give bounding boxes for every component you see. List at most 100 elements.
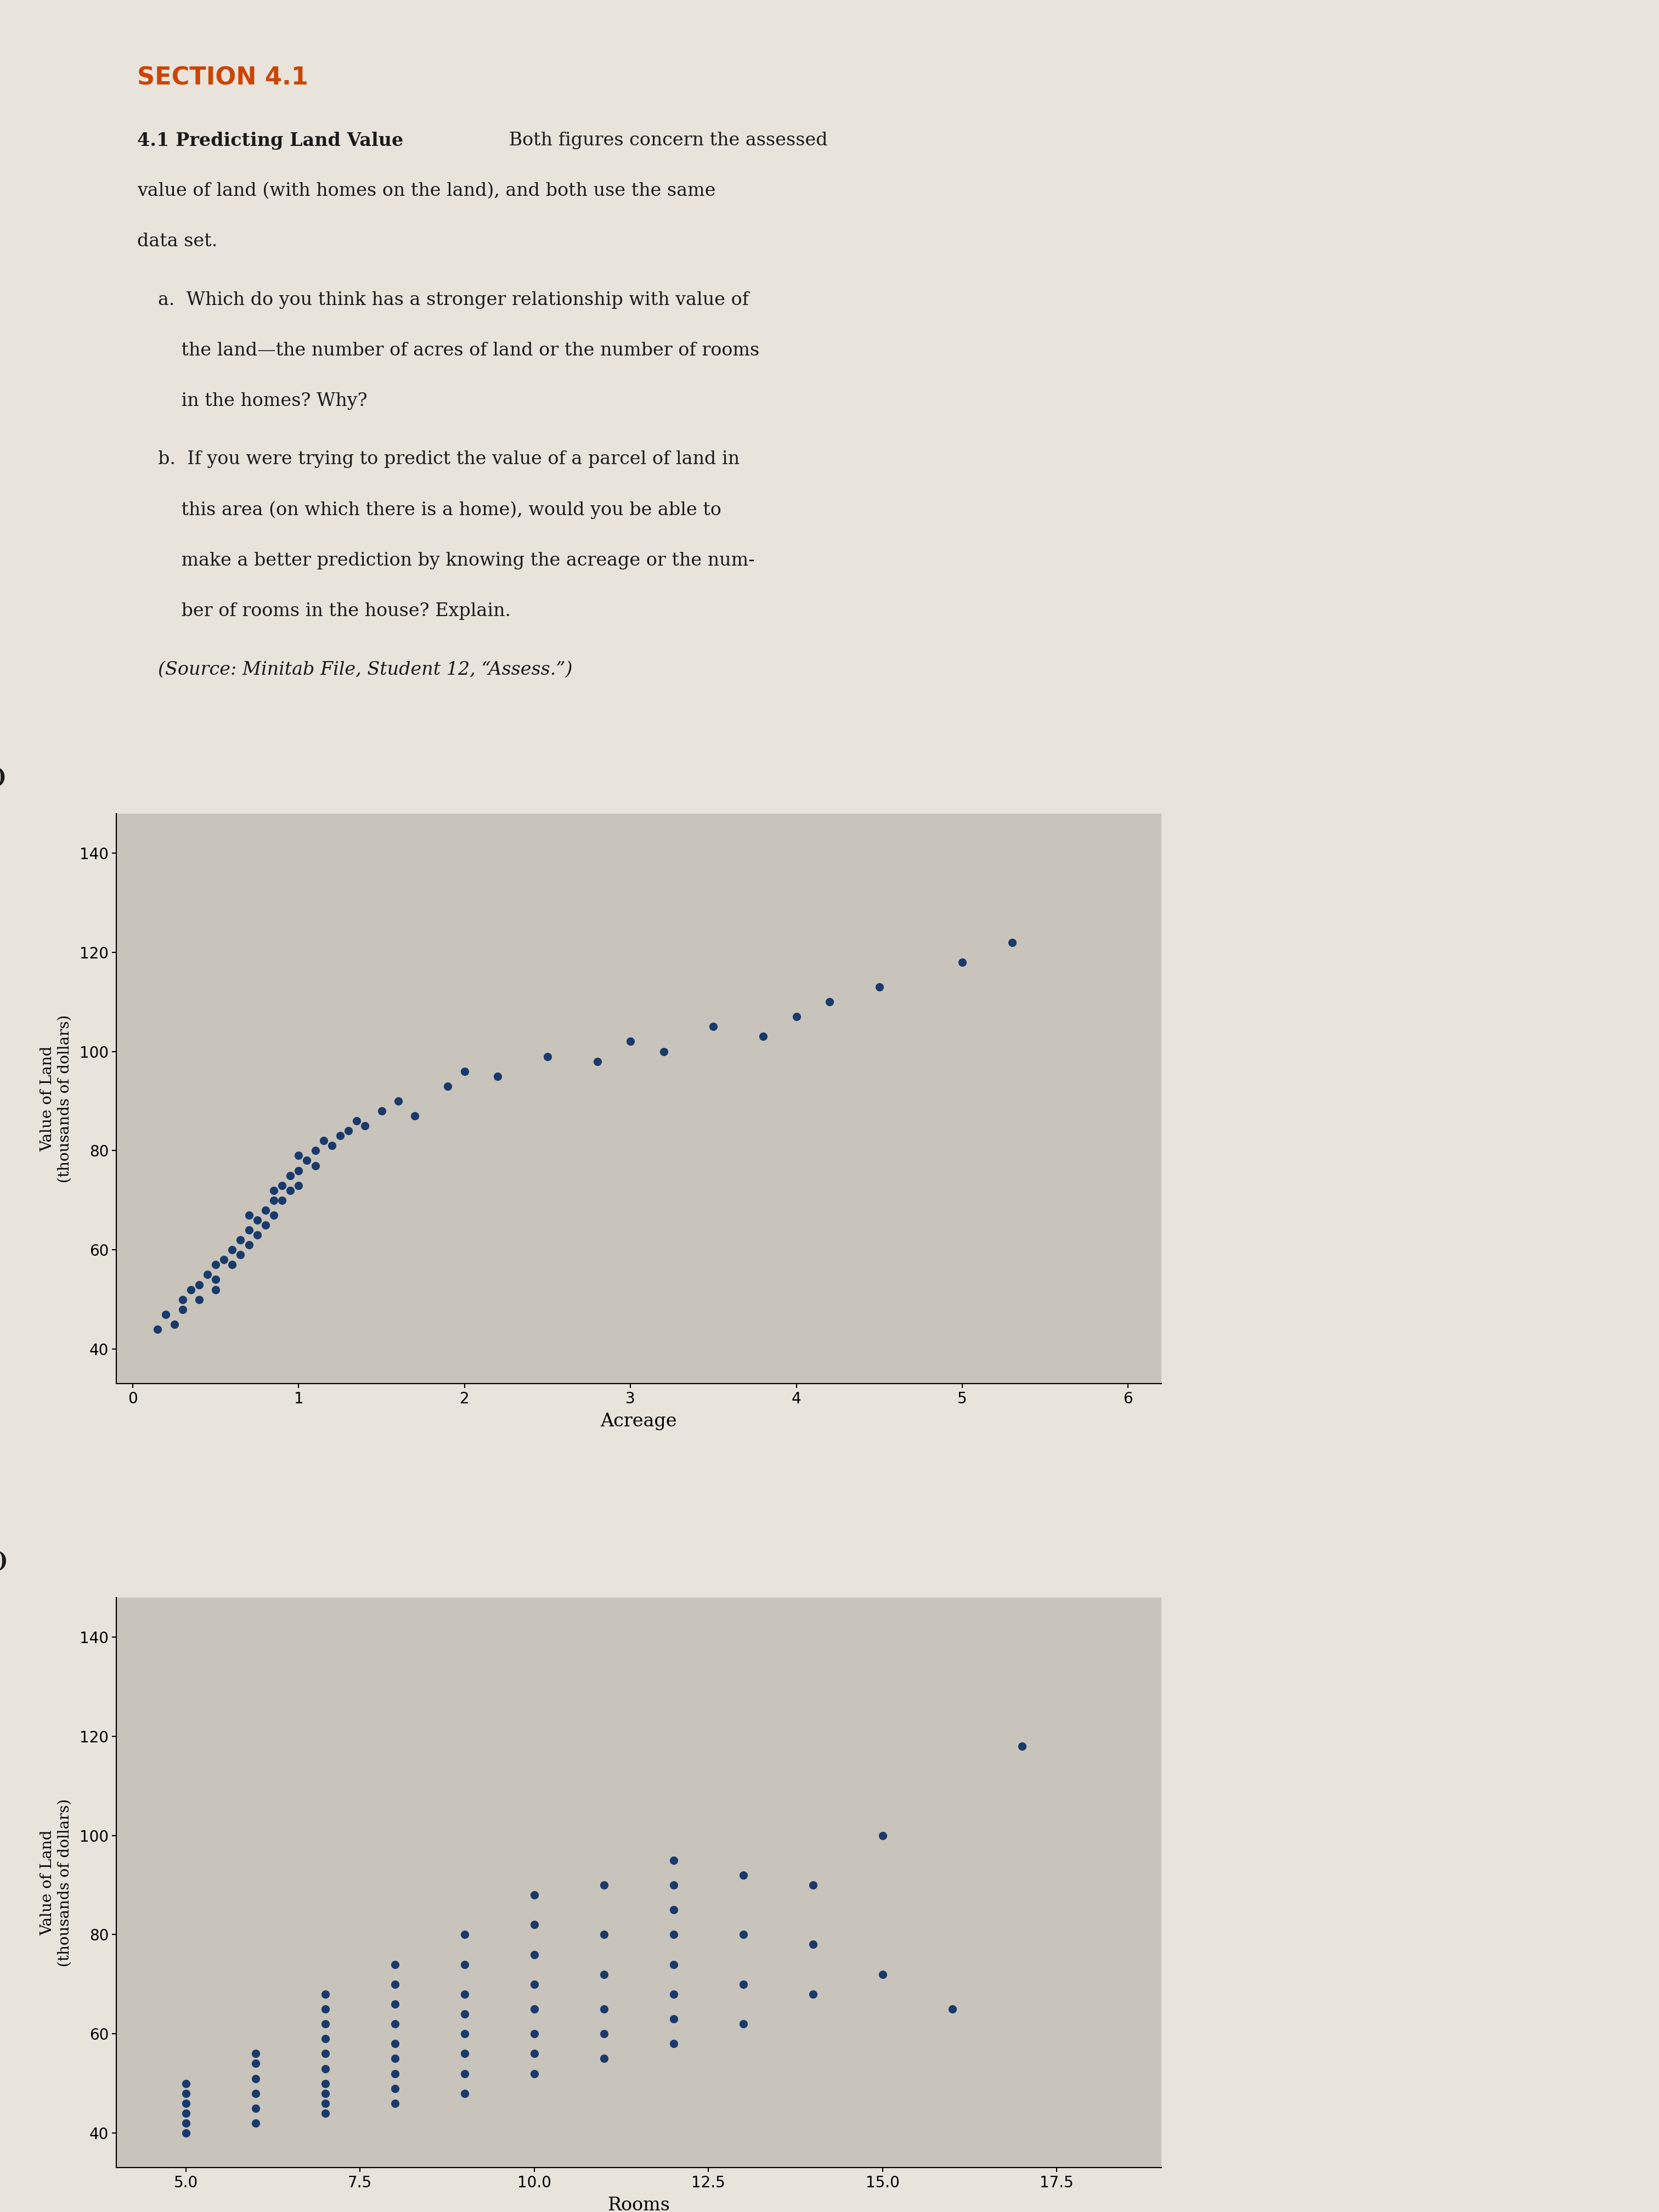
Point <box>584 1044 611 1079</box>
Point <box>236 1197 262 1232</box>
Point <box>227 1223 254 1259</box>
Point <box>660 1891 687 1927</box>
Point <box>382 2006 408 2042</box>
Point <box>591 1867 617 1902</box>
Point <box>800 1927 826 1962</box>
Point <box>178 1272 204 1307</box>
Y-axis label: Value of Land
(thousands of dollars): Value of Land (thousands of dollars) <box>40 1798 71 1966</box>
Point <box>144 1312 171 1347</box>
Point <box>451 1918 478 1953</box>
Point <box>252 1208 279 1243</box>
Point <box>242 2106 269 2141</box>
Point <box>382 2055 408 2090</box>
Text: (Source: Minitab File, Student 12, “Assess.”): (Source: Minitab File, Student 12, “Asse… <box>158 661 572 679</box>
Point <box>730 2006 757 2042</box>
Point <box>382 1986 408 2022</box>
Text: ber of rooms in the house? Explain.: ber of rooms in the house? Explain. <box>158 602 511 619</box>
Text: a.  Which do you think has a stronger relationship with value of: a. Which do you think has a stronger rel… <box>158 292 748 310</box>
Point <box>169 1292 196 1327</box>
Point <box>285 1168 312 1203</box>
Point <box>382 2042 408 2077</box>
Point <box>173 2115 199 2150</box>
Point <box>451 1995 478 2031</box>
Point <box>800 1867 826 1902</box>
Point <box>534 1040 561 1075</box>
Point <box>302 1133 328 1168</box>
Point <box>521 1966 547 2002</box>
Point <box>591 1958 617 1993</box>
Point <box>194 1256 221 1292</box>
Point <box>660 2026 687 2062</box>
Point <box>312 1991 338 2026</box>
Point <box>252 1192 279 1228</box>
Point <box>312 2022 338 2057</box>
Point <box>186 1267 212 1303</box>
Point <box>382 2070 408 2106</box>
Point <box>368 1093 395 1128</box>
Point <box>435 1068 461 1104</box>
Point <box>650 1033 677 1068</box>
Point <box>382 1947 408 1982</box>
X-axis label: Rooms: Rooms <box>607 2197 670 2212</box>
Point <box>591 1918 617 1953</box>
Point <box>173 2095 199 2130</box>
Point <box>451 2015 478 2051</box>
Point <box>591 2042 617 2077</box>
Point <box>521 2035 547 2070</box>
Point <box>285 1152 312 1188</box>
Point <box>227 1237 254 1272</box>
Text: SECTION 4.1: SECTION 4.1 <box>138 66 309 91</box>
Point <box>660 1843 687 1878</box>
Point <box>521 1938 547 1973</box>
Point <box>949 945 975 980</box>
Point <box>335 1113 362 1148</box>
Text: data set.: data set. <box>138 232 217 250</box>
Point <box>521 1878 547 1913</box>
Point <box>269 1168 295 1203</box>
Point <box>260 1183 287 1219</box>
Point <box>660 1978 687 2013</box>
Text: Both figures concern the assessed: Both figures concern the assessed <box>503 131 828 148</box>
Point <box>750 1020 776 1055</box>
Point <box>382 2086 408 2121</box>
Point <box>236 1212 262 1248</box>
Point <box>521 1907 547 1942</box>
Point <box>242 2090 269 2126</box>
Point <box>211 1243 237 1279</box>
Point <box>660 1947 687 1982</box>
Point <box>161 1307 187 1343</box>
Point <box>173 2075 199 2110</box>
Point <box>312 2095 338 2130</box>
Point <box>244 1217 270 1252</box>
Point <box>700 1009 727 1044</box>
Point <box>451 1053 478 1088</box>
Point <box>186 1281 212 1316</box>
Point <box>312 2066 338 2101</box>
Point <box>242 2075 269 2110</box>
Point <box>660 2002 687 2037</box>
Point <box>451 2075 478 2110</box>
Text: make a better prediction by knowing the acreage or the num-: make a better prediction by knowing the … <box>158 551 755 568</box>
Point <box>660 1867 687 1902</box>
Point <box>294 1144 320 1179</box>
Point <box>277 1157 304 1192</box>
Point <box>866 969 893 1004</box>
Point <box>999 925 1025 960</box>
Point <box>939 1991 966 2026</box>
Point <box>285 1137 312 1172</box>
Point <box>382 2026 408 2062</box>
Point <box>277 1172 304 1208</box>
Point <box>401 1097 428 1133</box>
Point <box>242 2035 269 2070</box>
Y-axis label: Value of Land
(thousands of dollars): Value of Land (thousands of dollars) <box>40 1015 71 1183</box>
Point <box>1009 1728 1035 1763</box>
Point <box>591 2015 617 2051</box>
Point <box>236 1228 262 1263</box>
Point <box>385 1084 411 1119</box>
Point <box>312 2035 338 2070</box>
Point <box>521 1991 547 2026</box>
Point <box>153 1296 179 1332</box>
Point <box>312 2006 338 2042</box>
Point <box>302 1148 328 1183</box>
Point <box>312 2075 338 2110</box>
